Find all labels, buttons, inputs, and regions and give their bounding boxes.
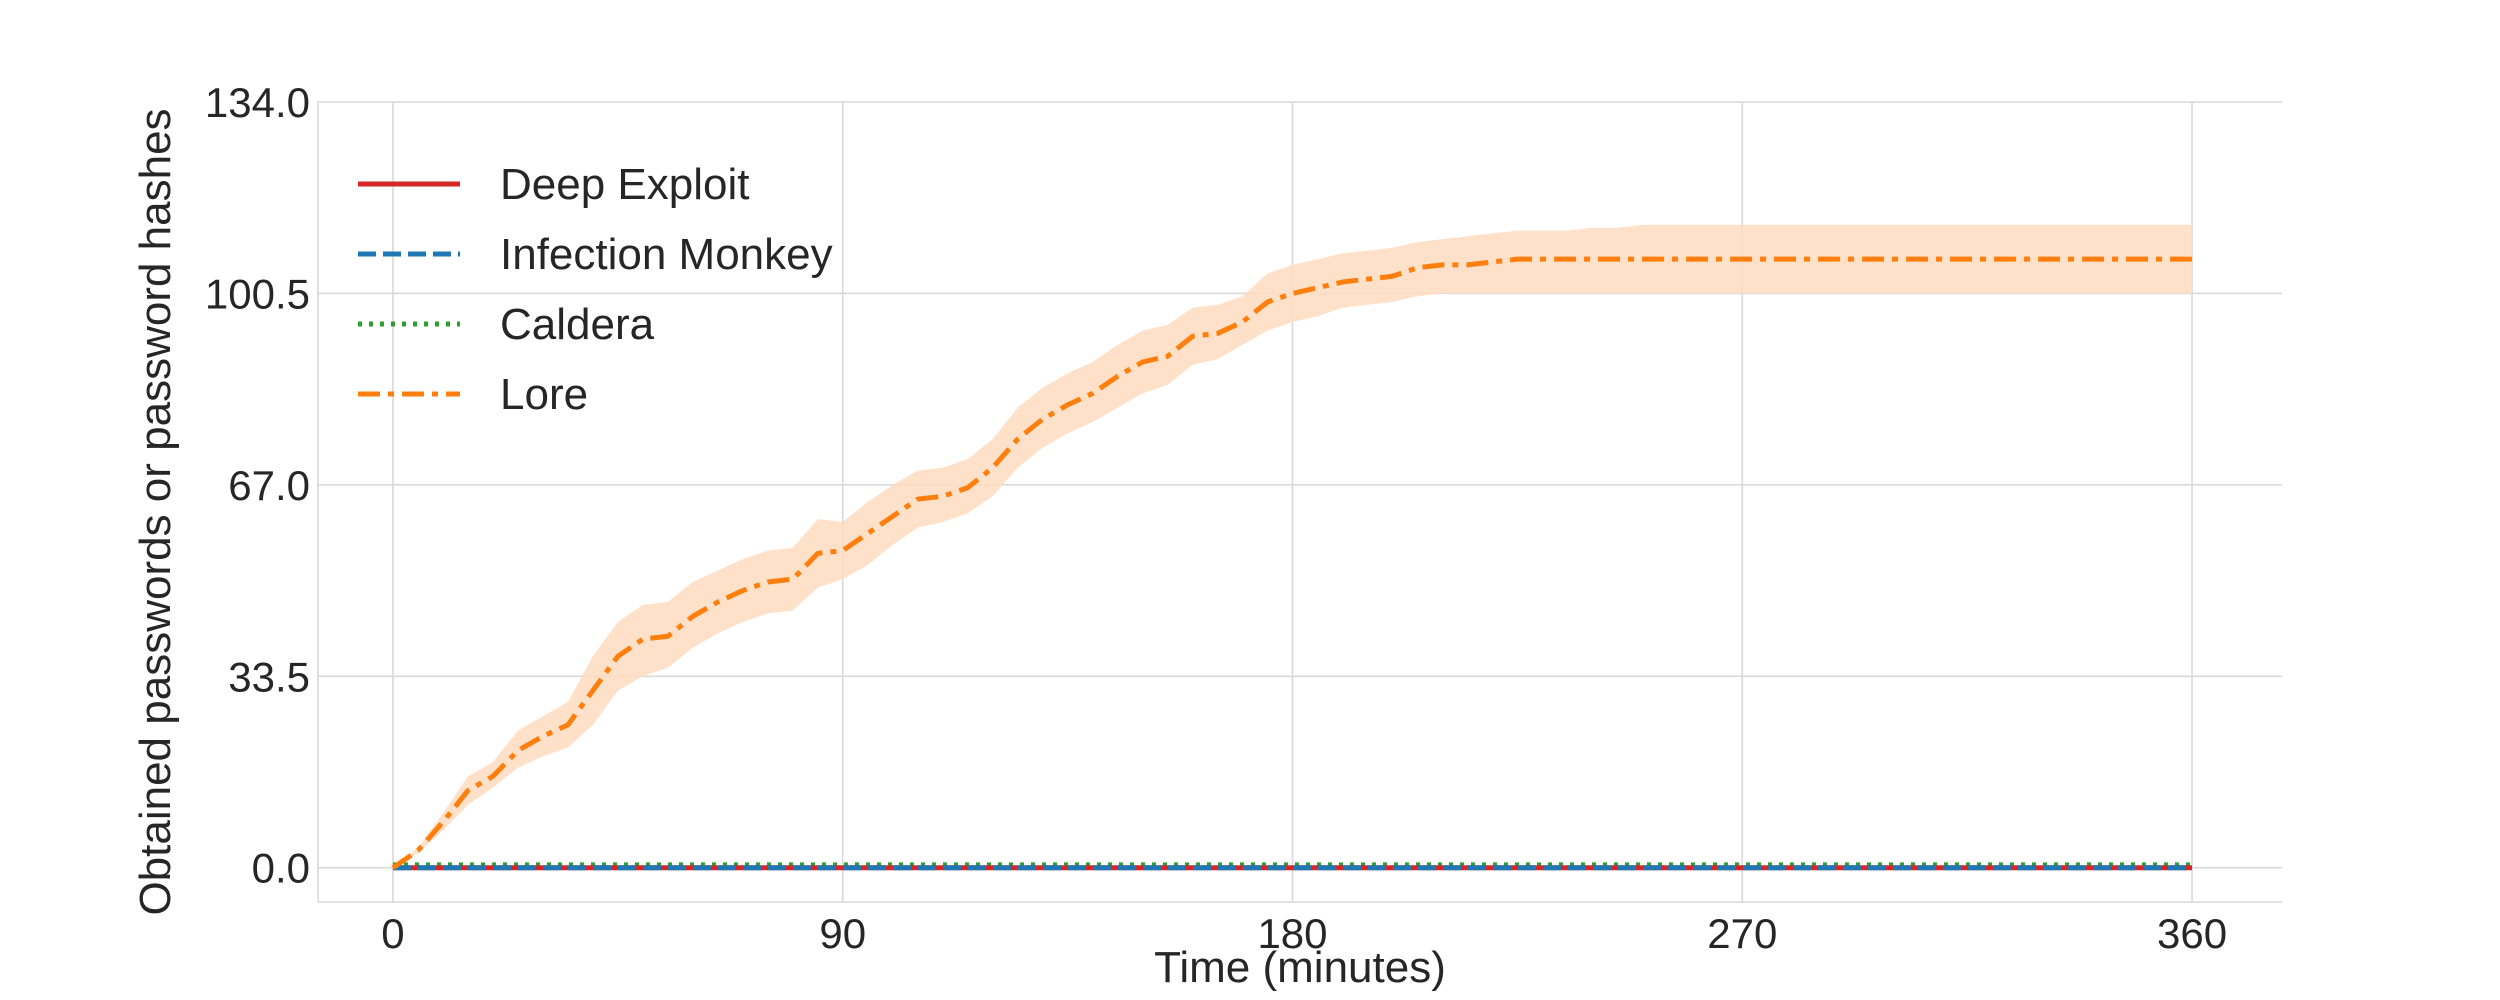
- legend-label: Infection Monkey: [500, 230, 833, 279]
- x-tick-labels: 0 90 180 270 360: [381, 910, 2227, 957]
- x-tick-label: 0: [381, 910, 404, 957]
- legend-label: Caldera: [500, 300, 655, 349]
- y-tick-labels: 0.0 33.5 67.0 100.5 134.0: [205, 79, 310, 892]
- legend-label: Deep Exploit: [500, 160, 749, 209]
- x-tick-label: 180: [1257, 910, 1327, 957]
- grid: [317, 101, 2282, 903]
- legend-label: Lore: [500, 370, 588, 419]
- x-tick-label: 360: [2157, 910, 2227, 957]
- x-tick-label: 270: [1707, 910, 1777, 957]
- series-line-lore: [391, 256, 2193, 870]
- x-axis-label: Time (minutes): [1154, 943, 1446, 992]
- y-axis-label: Obtained passwords or password hashes: [131, 108, 180, 915]
- legend: Deep Exploit Infection Monkey Caldera Lore: [358, 160, 833, 419]
- series-lines: [391, 256, 2193, 871]
- y-tick-label: 0.0: [252, 845, 310, 892]
- confidence-bands: [392, 224, 2193, 868]
- band-lore: [392, 224, 2193, 868]
- x-tick-label: 90: [819, 910, 866, 957]
- y-tick-label: 100.5: [205, 270, 310, 317]
- y-tick-label: 33.5: [228, 653, 310, 700]
- y-tick-label: 134.0: [205, 79, 310, 126]
- y-tick-label: 67.0: [228, 462, 310, 509]
